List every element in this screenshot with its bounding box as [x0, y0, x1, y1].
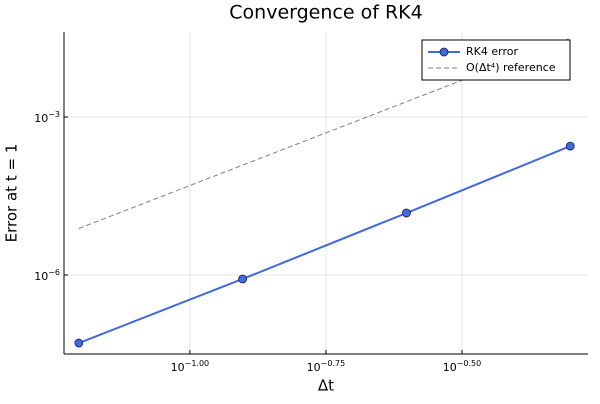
x-axis-label: Δt	[318, 377, 334, 395]
chart-title: Convergence of RK4	[229, 2, 422, 24]
y-tick-label: 10−6	[34, 267, 60, 283]
point	[565, 141, 575, 151]
series-line	[78, 145, 571, 344]
legend-marker	[439, 47, 449, 57]
point	[74, 338, 84, 348]
y-axis-label: Error at t = 1	[3, 144, 21, 243]
point	[402, 208, 411, 218]
x-tick-label: 10−1.00	[171, 359, 210, 375]
y-tick-label: 10−3	[34, 109, 60, 125]
legend-label: O(Δt⁴) reference	[466, 61, 556, 74]
point	[238, 274, 248, 284]
x-tick-label: 10−0.75	[307, 359, 346, 375]
legend-label: RK4 error	[466, 45, 518, 58]
legend-box	[421, 39, 571, 81]
x-tick-label: 10−0.50	[443, 359, 482, 375]
